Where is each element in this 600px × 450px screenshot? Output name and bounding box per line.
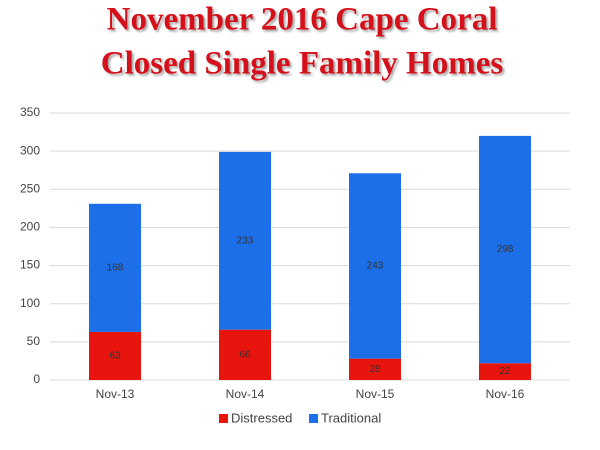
x-tick-label: Nov-16 — [486, 387, 525, 401]
legend-label: Distressed — [231, 410, 292, 425]
y-tick-label: 200 — [20, 220, 40, 234]
legend-swatch — [309, 414, 318, 423]
x-tick-label: Nov-14 — [226, 387, 265, 401]
value-label: 243 — [367, 261, 384, 272]
chart-title: November 2016 Cape Coral — [107, 2, 498, 38]
y-tick-label: 300 — [20, 143, 40, 157]
bar-segment — [89, 203, 141, 332]
bar-segment — [479, 135, 531, 364]
x-tick-label: Nov-15 — [356, 387, 395, 401]
y-tick-label: 150 — [20, 258, 40, 272]
bar-segment — [479, 363, 531, 380]
value-label: 298 — [497, 244, 514, 255]
bar-segment — [349, 173, 401, 359]
bar-segment — [89, 331, 141, 380]
legend-label: Traditional — [321, 410, 381, 425]
bar-segment — [219, 151, 271, 330]
value-label: 233 — [237, 235, 254, 246]
y-tick-label: 350 — [20, 105, 40, 119]
y-tick-label: 100 — [20, 296, 40, 310]
y-tick-label: 50 — [27, 334, 41, 348]
value-label: 63 — [109, 351, 121, 362]
legend-swatch — [219, 414, 228, 423]
y-tick-label: 250 — [20, 181, 40, 195]
value-label: 28 — [369, 364, 381, 375]
chart-title: Closed Single Family Homes — [101, 46, 504, 82]
bar-segment — [219, 329, 271, 380]
bar-segment — [349, 358, 401, 380]
value-label: 66 — [239, 349, 251, 360]
value-label: 168 — [107, 263, 124, 274]
value-label: 22 — [499, 366, 511, 377]
y-tick-label: 0 — [33, 372, 40, 386]
x-tick-label: Nov-13 — [96, 387, 135, 401]
